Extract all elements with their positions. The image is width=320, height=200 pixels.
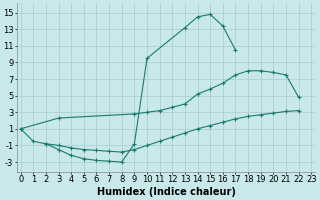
X-axis label: Humidex (Indice chaleur): Humidex (Indice chaleur) (97, 187, 236, 197)
